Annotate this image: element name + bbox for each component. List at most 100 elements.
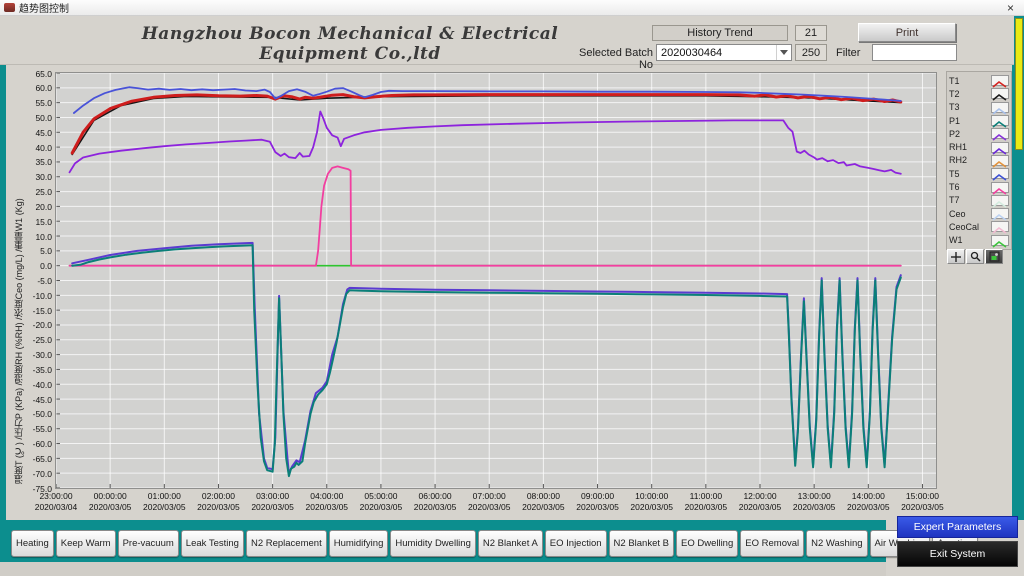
y-tick-label: -75.0 — [32, 483, 52, 494]
company-title: Hangzhou Bocon Mechanical & Electrical E… — [141, 24, 559, 64]
legend-line-sample[interactable] — [991, 128, 1009, 141]
phase-button-eo-dwelling[interactable]: EO Dwelling — [675, 530, 739, 557]
legend-line-sample[interactable] — [991, 115, 1009, 128]
y-tick-label: 20.0 — [35, 201, 52, 212]
legend-label: T5 — [949, 168, 960, 179]
filter-input[interactable] — [872, 44, 957, 61]
phase-button-n2-replacement[interactable]: N2 Replacement — [245, 530, 327, 557]
legend-item-t5[interactable]: T5 — [949, 167, 1009, 181]
crosshair-icon[interactable] — [947, 249, 965, 264]
pan-icon[interactable] — [985, 249, 1003, 264]
y-tick-label: 45.0 — [35, 127, 52, 138]
points-count-box[interactable]: 21 — [795, 25, 827, 41]
y-tick-label: 60.0 — [35, 83, 52, 94]
legend-item-t7[interactable]: T7 — [949, 194, 1009, 208]
legend-line-sample[interactable] — [991, 168, 1009, 181]
y-tick-label: -30.0 — [32, 350, 52, 361]
legend-label: W1 — [949, 235, 963, 246]
legend-label: RH1 — [949, 142, 968, 153]
legend-line-sample[interactable] — [991, 101, 1009, 115]
phase-button-pre-vacuum[interactable]: Pre-vacuum — [117, 530, 179, 557]
interval-box[interactable]: 250 — [795, 44, 827, 61]
legend-item-w1[interactable]: W1 — [949, 234, 1009, 248]
phase-button-humidifying[interactable]: Humidifying — [328, 530, 389, 557]
x-tick-label: 10:00:00 2020/03/05 — [630, 491, 673, 512]
y-tick-label: 65.0 — [35, 68, 52, 79]
phase-strip: Heating Keep Warm Pre-vacuum Leak Testing N2… — [6, 524, 978, 562]
graph-palette — [947, 249, 1004, 264]
legend-panel: T1 T2 T3 P1 P2 RH1 RH2 T5 T6 T7 Ceo CeoCal W1 — [946, 71, 1012, 250]
legend-item-t6[interactable]: T6 — [949, 180, 1009, 195]
y-tick-label: 55.0 — [35, 98, 52, 109]
bottom-band — [0, 562, 1024, 576]
legend-line-sample[interactable] — [991, 181, 1009, 195]
zoom-icon[interactable] — [966, 249, 984, 264]
legend-line-sample[interactable] — [991, 88, 1009, 102]
x-tick-label: 09:00:00 2020/03/05 — [576, 491, 619, 512]
phase-button-humidity-dwelling[interactable]: Humidity Dwelling — [390, 530, 476, 557]
y-tick-label: -35.0 — [32, 364, 52, 375]
legend-item-t1[interactable]: T1 — [949, 74, 1009, 88]
legend-item-ceo[interactable]: Ceo — [949, 207, 1009, 221]
x-tick-label: 00:00:00 2020/03/05 — [88, 491, 132, 512]
legend-item-p2[interactable]: P2 — [949, 127, 1009, 141]
phase-button-n2-blanket-a[interactable]: N2 Blanket A — [477, 530, 543, 557]
x-tick-label: 05:00:00 2020/03/05 — [359, 491, 403, 512]
legend-label: T7 — [949, 195, 960, 206]
y-tick-label: 35.0 — [35, 157, 52, 168]
x-tick-label: 14:00:00 2020/03/05 — [847, 491, 890, 512]
window-title: 趋势图控制 — [19, 4, 69, 15]
filter-label: Filter — [836, 47, 861, 59]
app-icon — [4, 3, 15, 12]
print-button[interactable]: Print — [858, 23, 956, 42]
phase-button-eo-injection[interactable]: EO Injection — [544, 530, 607, 557]
legend-line-sample[interactable] — [991, 234, 1009, 248]
legend-item-rh2[interactable]: RH2 — [949, 154, 1009, 168]
y-tick-label: -40.0 — [32, 379, 52, 390]
legend-line-sample[interactable] — [991, 208, 1009, 221]
x-tick-label: 11:00:00 2020/03/05 — [684, 491, 728, 512]
history-trend-button[interactable]: History Trend — [652, 25, 788, 41]
legend-item-t2[interactable]: T2 — [949, 87, 1009, 102]
y-tick-label: -45.0 — [32, 394, 52, 405]
x-tick-label: 15:00:00 2020/03/05 — [901, 491, 944, 512]
phase-button-eo-removal[interactable]: EO Removal — [740, 530, 805, 557]
dropdown-arrow-icon[interactable] — [776, 45, 791, 60]
phase-button-heating[interactable]: Heating — [11, 530, 54, 557]
legend-item-rh1[interactable]: RH1 — [949, 140, 1009, 155]
legend-item-p1[interactable]: P1 — [949, 114, 1009, 128]
phase-button-keep-warm[interactable]: Keep Warm — [55, 530, 116, 557]
x-tick-label: 07:00:00 2020/03/05 — [467, 491, 511, 512]
legend-label: RH2 — [949, 155, 968, 166]
legend-item-ceocal[interactable]: CeoCal — [949, 220, 1009, 235]
phase-button-n2-blanket-b[interactable]: N2 Blanket B — [608, 530, 674, 557]
phase-button-n2-washing[interactable]: N2 Washing — [806, 530, 868, 557]
y-tick-label: -70.0 — [32, 468, 52, 479]
close-icon[interactable]: × — [1006, 0, 1014, 15]
batch-combobox[interactable]: 2020030464 — [656, 44, 792, 61]
y-tick-label: 15.0 — [35, 216, 52, 227]
exit-system-button[interactable]: Exit System — [897, 541, 1018, 567]
legend-label: T6 — [949, 182, 960, 193]
legend-label: Ceo — [949, 208, 966, 219]
y-tick-label: -15.0 — [32, 305, 52, 316]
header-panel: Hangzhou Bocon Mechanical & Electrical E… — [0, 16, 1014, 71]
legend-label: P1 — [949, 115, 961, 126]
y-tick-label: 40.0 — [35, 142, 52, 153]
phase-button-leak-testing[interactable]: Leak Testing — [180, 530, 244, 557]
side-indicator — [1015, 18, 1023, 150]
x-tick-label: 08:00:00 2020/03/05 — [522, 491, 565, 512]
legend-line-sample[interactable] — [991, 194, 1009, 208]
x-tick-label: 06:00:00 2020/03/05 — [413, 491, 457, 512]
legend-line-sample[interactable] — [991, 221, 1009, 235]
trend-plot — [55, 72, 937, 489]
legend-line-sample[interactable] — [991, 141, 1009, 155]
expert-parameters-button[interactable]: Expert Parameters — [897, 516, 1018, 538]
y-tick-label: -50.0 — [32, 409, 52, 420]
legend-item-t3[interactable]: T3 — [949, 101, 1009, 115]
y-tick-label: 25.0 — [35, 187, 52, 198]
x-tick-label: 04:00:00 2020/03/05 — [305, 491, 349, 512]
legend-line-sample[interactable] — [991, 154, 1009, 168]
legend-line-sample[interactable] — [991, 75, 1009, 88]
legend-label: T3 — [949, 102, 960, 113]
